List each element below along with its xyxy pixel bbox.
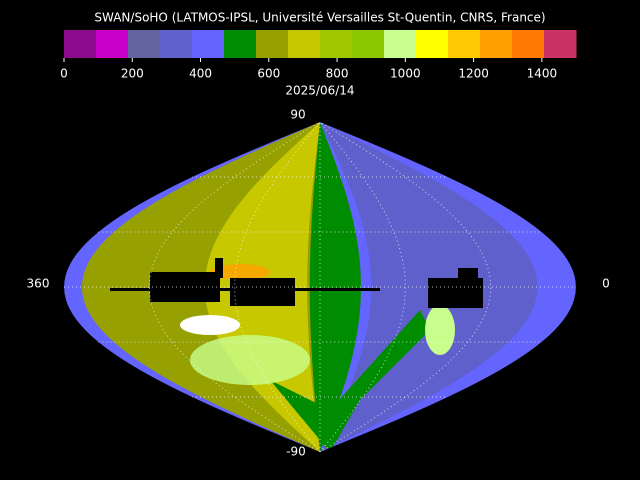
color-swatch (128, 30, 161, 58)
color-swatch (96, 30, 129, 58)
color-swatch (64, 30, 97, 58)
colorbar-tick-label: 600 (257, 67, 280, 81)
data-gap (458, 268, 478, 280)
sky-map (64, 122, 576, 452)
color-swatch (192, 30, 225, 58)
color-swatch (512, 30, 545, 58)
right-label: 0 (602, 277, 610, 291)
title: SWAN/SoHO (LATMOS-IPSL, Université Versa… (94, 11, 545, 25)
date: 2025/06/14 (285, 84, 354, 98)
color-swatch (384, 30, 417, 58)
color-swatch (160, 30, 193, 58)
color-swatch (544, 30, 577, 58)
color-swatch (224, 30, 257, 58)
color-swatch (352, 30, 385, 58)
data-gap (110, 288, 380, 291)
colorbar-tick-label: 800 (326, 67, 349, 81)
colorbar-tick-label: 0 (60, 67, 68, 81)
colorbar-tick-label: 200 (121, 67, 144, 81)
data-gap (428, 278, 483, 308)
colorbar-tick-label: 1000 (390, 67, 421, 81)
colorbar-tick-label: 1400 (527, 67, 558, 81)
bright-patch (180, 315, 240, 335)
top-label: 90 (290, 108, 305, 122)
colorbar-tick-label: 1200 (458, 67, 489, 81)
color-swatch (288, 30, 321, 58)
region-green (309, 122, 361, 452)
color-swatch (256, 30, 289, 58)
left-label: 360 (27, 277, 50, 291)
region-green-band (270, 310, 430, 452)
color-swatch (320, 30, 353, 58)
color-swatch (448, 30, 481, 58)
bright-patch (210, 264, 270, 280)
colorbar-tick-label: 400 (189, 67, 212, 81)
data-gap (230, 278, 295, 306)
data-gap (215, 258, 223, 278)
bright-patch (190, 335, 310, 385)
color-swatch (480, 30, 513, 58)
color-swatch (416, 30, 449, 58)
bright-patch (425, 305, 455, 355)
bottom-label: -90 (286, 445, 306, 459)
